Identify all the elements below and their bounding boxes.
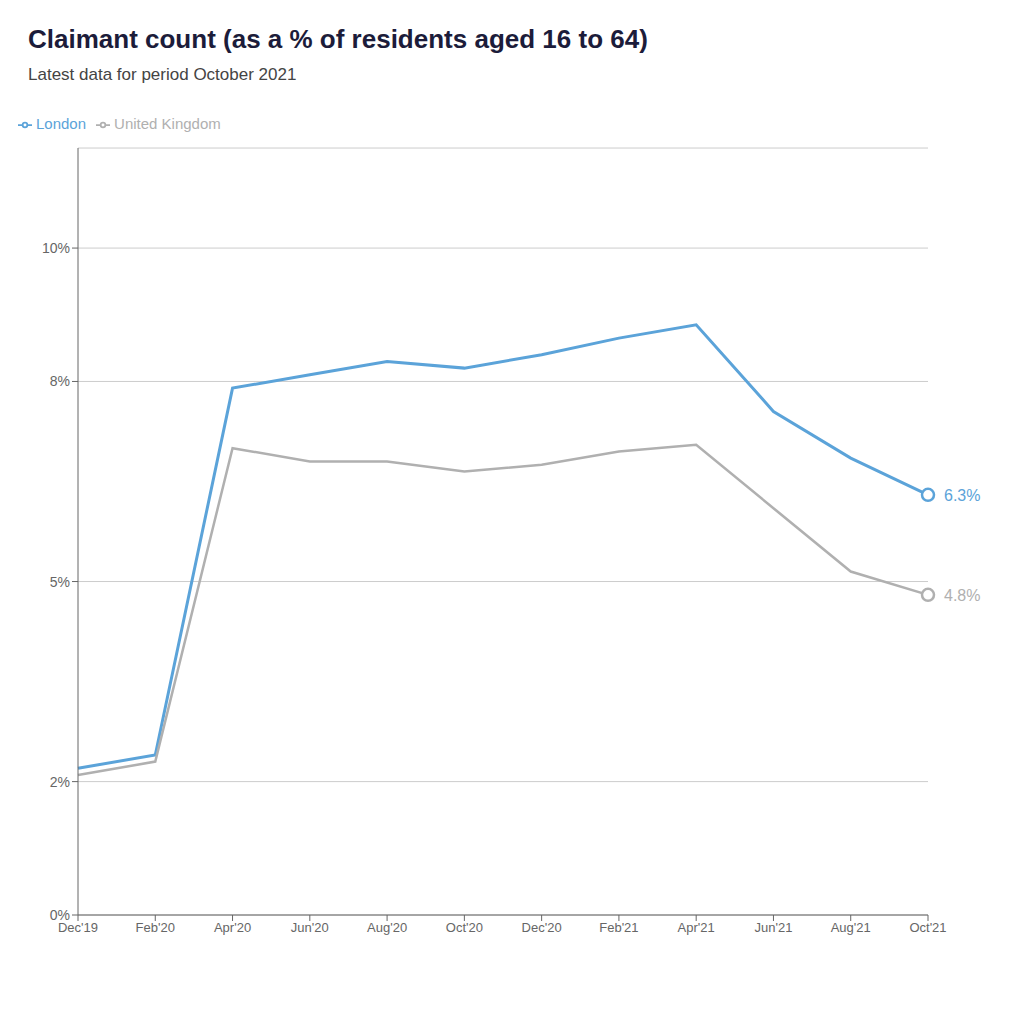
svg-text:Apr'21: Apr'21 <box>678 920 715 935</box>
svg-text:Aug'21: Aug'21 <box>831 920 871 935</box>
svg-text:Feb'21: Feb'21 <box>599 920 638 935</box>
svg-text:Jun'21: Jun'21 <box>755 920 793 935</box>
svg-text:6.3%: 6.3% <box>944 487 980 504</box>
html-text:United Kingdom: United Kingdom <box>114 115 221 132</box>
svg-text:Oct'20: Oct'20 <box>446 920 483 935</box>
html-text:Claimant count (as a % of resi: Claimant count (as a % of residents aged… <box>28 24 648 54</box>
svg-text:Apr'20: Apr'20 <box>214 920 251 935</box>
svg-text:Oct'21: Oct'21 <box>909 920 946 935</box>
svg-text:4.8%: 4.8% <box>944 587 980 604</box>
svg-text:Dec'20: Dec'20 <box>522 920 562 935</box>
svg-text:Dec'19: Dec'19 <box>58 920 98 936</box>
svg-text:10%: 10% <box>42 240 70 256</box>
svg-text:0%: 0% <box>50 907 70 923</box>
svg-text:2%: 2% <box>50 774 70 790</box>
svg-text:8%: 8% <box>50 373 70 389</box>
svg-text:5%: 5% <box>50 574 70 590</box>
html-text:Latest data for period October: Latest data for period October 2021 <box>28 65 297 84</box>
svg-text:Feb'20: Feb'20 <box>136 920 175 935</box>
svg-text:Jun'20: Jun'20 <box>291 920 329 935</box>
svg-text:Aug'20: Aug'20 <box>367 920 407 935</box>
html-text:London: London <box>36 115 87 132</box>
